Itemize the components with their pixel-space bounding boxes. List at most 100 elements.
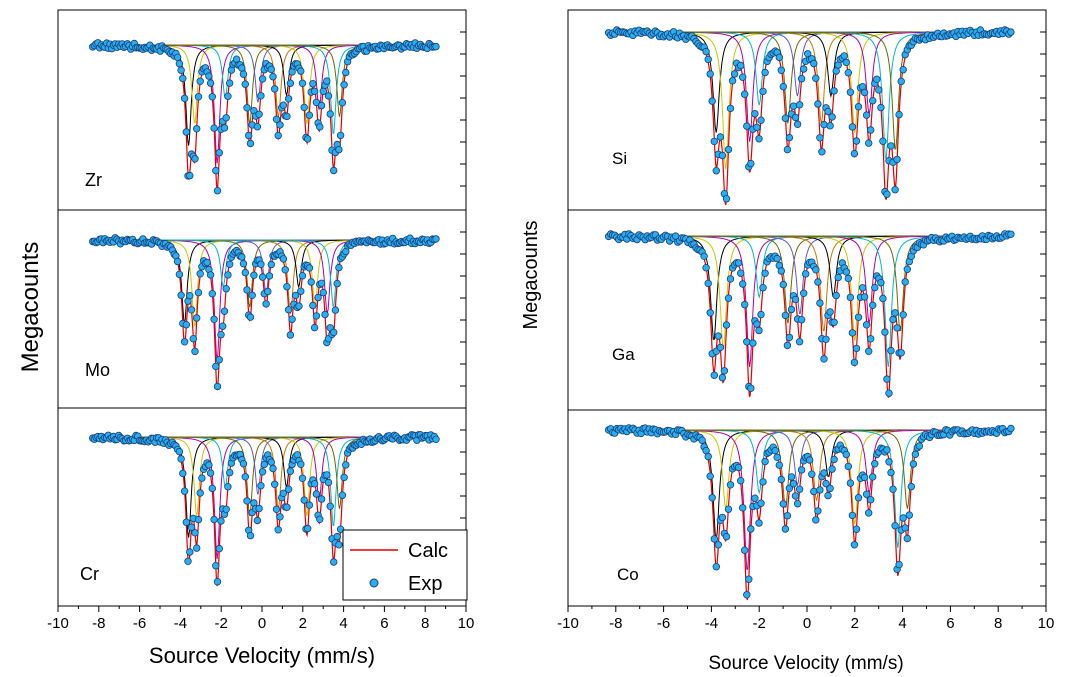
exp-point <box>186 548 194 556</box>
exp-point <box>911 450 920 458</box>
exp-point <box>213 186 222 195</box>
exp-point <box>206 271 215 279</box>
exp-point <box>755 135 763 143</box>
component-line <box>615 235 1010 340</box>
exp-point <box>706 70 714 78</box>
exp-point <box>253 122 262 131</box>
exp-point <box>283 503 291 511</box>
exp-point <box>826 308 834 316</box>
exp-point <box>795 485 804 493</box>
exp-point <box>850 358 859 367</box>
exp-point <box>1007 230 1015 238</box>
panel-label: Zr <box>85 170 102 190</box>
exp-point <box>338 491 347 499</box>
exp-point <box>276 121 284 129</box>
exp-point <box>330 558 338 566</box>
exp-point <box>812 516 820 524</box>
exp-point <box>724 505 733 513</box>
exp-point <box>757 116 765 124</box>
exp-point <box>215 544 223 553</box>
component-line <box>98 44 435 117</box>
exp-point <box>844 462 852 471</box>
panel-co: Co <box>567 409 1047 607</box>
x-tick-label: 10 <box>1038 615 1055 632</box>
exp-point <box>310 323 319 332</box>
component-line <box>98 44 435 117</box>
exp-point <box>213 578 222 586</box>
exp-point <box>258 273 267 281</box>
exp-point <box>816 486 824 494</box>
exp-point <box>258 468 267 476</box>
exp-point <box>846 88 855 96</box>
exp-point <box>340 473 348 482</box>
exp-point <box>826 484 834 493</box>
exp-point <box>321 310 329 319</box>
component-line <box>615 31 1010 106</box>
panel-label: Si <box>612 149 627 168</box>
exp-point <box>802 270 810 278</box>
exp-point <box>871 283 879 292</box>
exp-point <box>241 80 249 88</box>
exp-point <box>820 355 828 363</box>
component-line <box>615 31 1010 170</box>
x-tick-label: -8 <box>609 615 622 632</box>
exp-point <box>253 516 262 525</box>
exp-point <box>224 483 232 491</box>
exp-point <box>283 112 291 121</box>
x-tick-label: 4 <box>898 615 906 632</box>
exp-point <box>806 456 814 464</box>
exp-point <box>737 61 745 70</box>
exp-point <box>333 532 341 541</box>
legend-calc-label: Calc <box>408 540 448 562</box>
exp-point <box>279 101 288 109</box>
exp-point <box>779 500 787 508</box>
exp-point <box>899 311 907 319</box>
exp-point <box>284 306 293 314</box>
exp-point <box>194 288 203 297</box>
exp-point <box>895 560 903 569</box>
exp-point <box>734 259 743 267</box>
exp-point <box>260 460 268 469</box>
exp-point <box>297 67 305 75</box>
exp-point <box>186 171 194 180</box>
exp-point <box>722 532 731 541</box>
exp-point <box>905 511 913 519</box>
exp-point <box>340 81 348 89</box>
exp-point <box>175 270 184 279</box>
exp-point <box>909 460 918 468</box>
exp-point <box>714 541 722 549</box>
component-line <box>615 235 1010 314</box>
exp-point <box>180 338 189 346</box>
exp-point <box>739 73 747 81</box>
exp-point <box>269 464 277 473</box>
exp-point <box>241 268 249 277</box>
exp-point <box>791 113 800 122</box>
exp-point <box>903 534 911 543</box>
exp-point <box>271 85 279 93</box>
exp-point <box>743 338 751 346</box>
exp-point <box>865 509 873 517</box>
exp-point <box>700 252 708 260</box>
exp-point <box>182 128 190 136</box>
x-tick-label: -4 <box>174 615 187 632</box>
exp-point <box>186 292 194 300</box>
exp-point <box>724 294 733 302</box>
exp-point <box>191 155 199 163</box>
component-line <box>98 436 435 517</box>
exp-point <box>288 68 296 76</box>
exp-point <box>194 93 203 101</box>
exp-point <box>295 302 303 310</box>
exp-point <box>177 66 185 74</box>
exp-point <box>208 484 216 493</box>
exp-point <box>196 77 204 85</box>
exp-point <box>832 67 840 75</box>
exp-point <box>822 479 830 488</box>
exp-point <box>854 102 863 111</box>
exp-point <box>759 87 767 96</box>
x-tick-label: 4 <box>339 615 347 632</box>
exp-point <box>257 482 265 490</box>
exp-point <box>710 137 718 146</box>
exp-point <box>191 529 199 537</box>
exp-point <box>759 284 767 292</box>
exp-point <box>783 341 792 350</box>
